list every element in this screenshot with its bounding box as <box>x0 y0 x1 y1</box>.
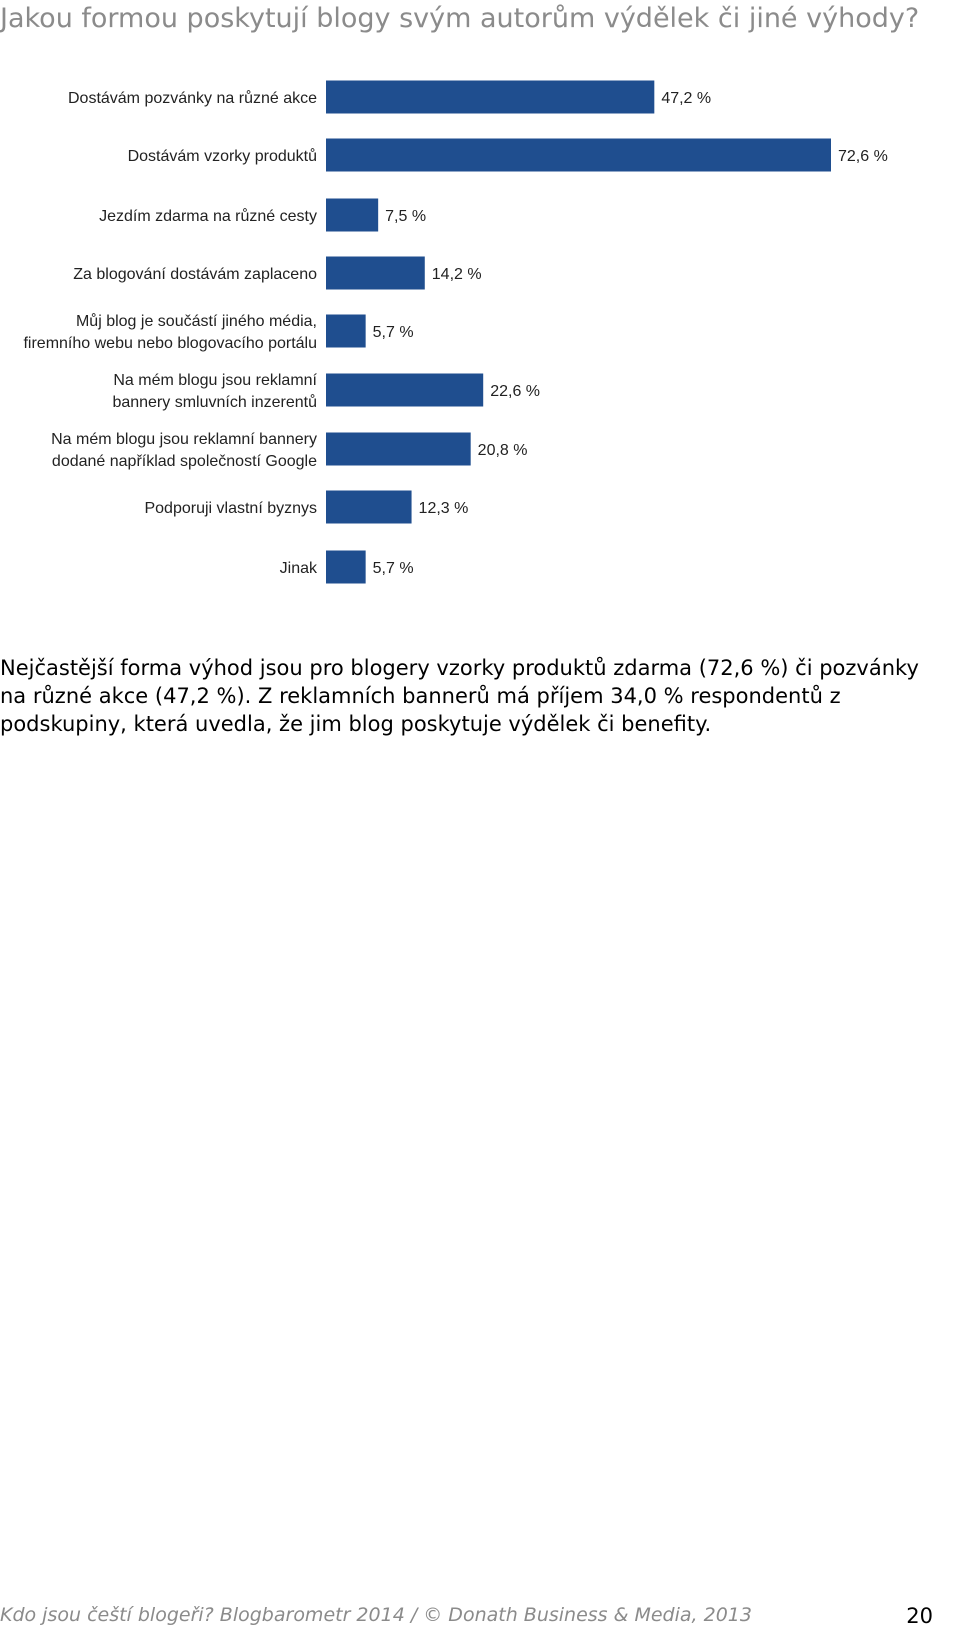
bar-3 <box>326 198 379 232</box>
category-label-4: Za blogování dostávám zaplaceno <box>73 266 317 283</box>
bar-1 <box>326 80 655 114</box>
footer-text: Kdo jsou čeští blogeři? Blogbarometr 201… <box>0 1604 752 1626</box>
category-label-8: Podporuji vlastní byznys <box>144 500 317 517</box>
bar-6 <box>326 373 484 407</box>
value-label-1: 47,2 % <box>661 90 711 107</box>
category-label-1: Dostávám pozvánky na různé akce <box>68 89 317 107</box>
value-label-8: 12,3 % <box>419 500 469 517</box>
summary-text: Nejčastější forma výhod jsou pro blogery… <box>0 656 919 736</box>
category-label-3: Jezdím zdarma na různé cesty <box>99 207 317 225</box>
category-label-5-line-2: firemního webu nebo blogovacího portálu <box>23 335 317 352</box>
bar-8 <box>326 490 412 524</box>
category-label-7-line-1: Na mém blogu jsou reklamní bannery <box>51 431 317 448</box>
value-label-2: 72,6 % <box>838 148 888 165</box>
value-label-7: 20,8 % <box>478 442 528 459</box>
category-label-2: Dostávám vzorky produktů <box>128 147 317 165</box>
bar-4 <box>326 256 425 290</box>
category-label-6-line-2: bannery smluvních inzerentů <box>112 393 317 411</box>
page-number: 20 <box>906 1604 933 1628</box>
value-label-5: 5,7 % <box>373 324 414 341</box>
category-label-5-line-1: Můj blog je součástí jiného média, <box>76 312 317 330</box>
value-label-4: 14,2 % <box>432 266 482 283</box>
category-label-6-line-1: Na mém blogu jsou reklamní <box>113 372 317 389</box>
bar-chart: 47,2 % Dostávám pozvánky na různé akce 72,… <box>23 80 888 584</box>
value-label-6: 22,6 % <box>490 383 540 400</box>
category-label-7-line-2: dodané například společností Google <box>52 453 317 470</box>
category-label-9: Jinak <box>280 560 318 577</box>
page-title: Jakou formou poskytují blogy svým autorů… <box>0 3 920 34</box>
value-label-3: 7,5 % <box>385 208 426 225</box>
value-label-9: 5,7 % <box>373 560 414 577</box>
bar-7 <box>326 432 471 466</box>
bar-2 <box>326 138 831 172</box>
bar-5 <box>326 314 366 348</box>
bar-9 <box>326 550 366 584</box>
